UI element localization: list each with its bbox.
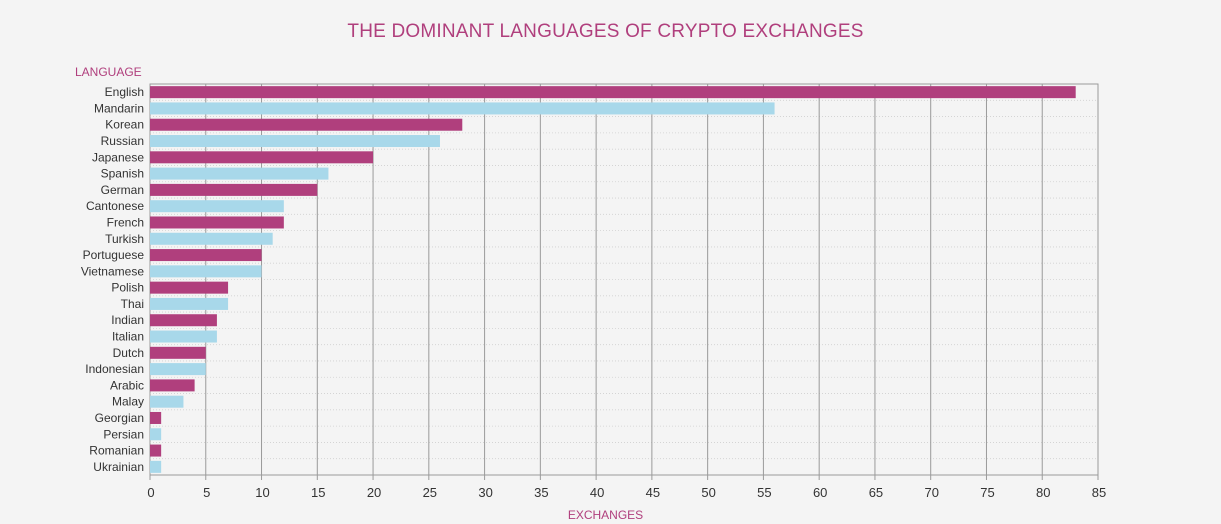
category-label: Vietnamese (81, 264, 144, 278)
bar-dutch (150, 346, 206, 359)
category-label: English (105, 85, 144, 99)
x-tick-label: 10 (255, 485, 269, 500)
bar-japanese (150, 151, 374, 164)
category-label: Japanese (92, 150, 144, 164)
bar-cantonese (150, 200, 284, 213)
category-label: Dutch (113, 346, 144, 360)
bar-indian (150, 314, 217, 327)
category-label: Georgian (95, 411, 144, 425)
x-axis-title: EXCHANGES (567, 508, 644, 522)
category-label: Portuguese (83, 248, 145, 262)
category-label: Indian (111, 313, 144, 327)
category-label: Indonesian (85, 362, 144, 376)
bar-ukrainian (150, 460, 162, 473)
category-label: Russian (101, 134, 144, 148)
x-tick-label: 15 (311, 485, 325, 500)
bar-korean (150, 118, 463, 131)
x-tick-label: 80 (1036, 485, 1050, 500)
bar-thai (150, 297, 229, 310)
x-tick-label: 55 (757, 485, 771, 500)
x-tick-label: 45 (646, 485, 660, 500)
category-label: Arabic (110, 378, 144, 392)
bar-german (150, 183, 318, 196)
category-label: Ukrainian (93, 460, 144, 474)
x-tick-label: 70 (924, 485, 938, 500)
x-tick-label: 25 (423, 485, 437, 500)
category-label: German (101, 183, 144, 197)
bar-italian (150, 330, 217, 343)
x-tick-label: 40 (590, 485, 604, 500)
bar-vietnamese (150, 265, 262, 278)
bar-french (150, 216, 284, 229)
bar-spanish (150, 167, 329, 180)
bar-russian (150, 135, 440, 148)
category-label: Persian (103, 427, 144, 441)
bar-arabic (150, 379, 195, 392)
x-tick-label: 50 (701, 485, 715, 500)
category-label: Malay (112, 395, 144, 409)
x-tick-label: 85 (1092, 485, 1106, 500)
bar-portuguese (150, 249, 262, 262)
x-tick-label: 65 (869, 485, 883, 500)
bar-polish (150, 281, 229, 294)
bar-malay (150, 395, 184, 408)
bar-indonesian (150, 363, 206, 376)
category-label: Thai (121, 297, 144, 311)
x-tick-label: 20 (367, 485, 381, 500)
category-label: Italian (112, 330, 144, 344)
category-label: Polish (111, 281, 144, 295)
x-tick-label: 0 (147, 485, 154, 500)
category-label: Turkish (105, 232, 144, 246)
chart-title: THE DOMINANT LANGUAGES OF CRYPTO EXCHANG… (347, 21, 864, 42)
bar-mandarin (150, 102, 775, 115)
category-label: French (107, 215, 144, 229)
category-label: Romanian (89, 444, 144, 458)
category-label: Cantonese (86, 199, 144, 213)
category-label: Mandarin (94, 101, 144, 115)
bar-georgian (150, 411, 162, 424)
bar-persian (150, 428, 162, 441)
x-tick-label: 5 (203, 485, 210, 500)
bar-turkish (150, 232, 273, 245)
x-tick-label: 35 (534, 485, 548, 500)
x-tick-label: 75 (980, 485, 994, 500)
x-tick-label: 30 (478, 485, 492, 500)
bar-romanian (150, 444, 162, 457)
x-tick-label: 60 (813, 485, 827, 500)
bar-english (150, 86, 1076, 99)
category-label: Spanish (101, 167, 144, 181)
category-label: Korean (105, 118, 144, 132)
y-axis-title: LANGUAGE (75, 65, 142, 79)
